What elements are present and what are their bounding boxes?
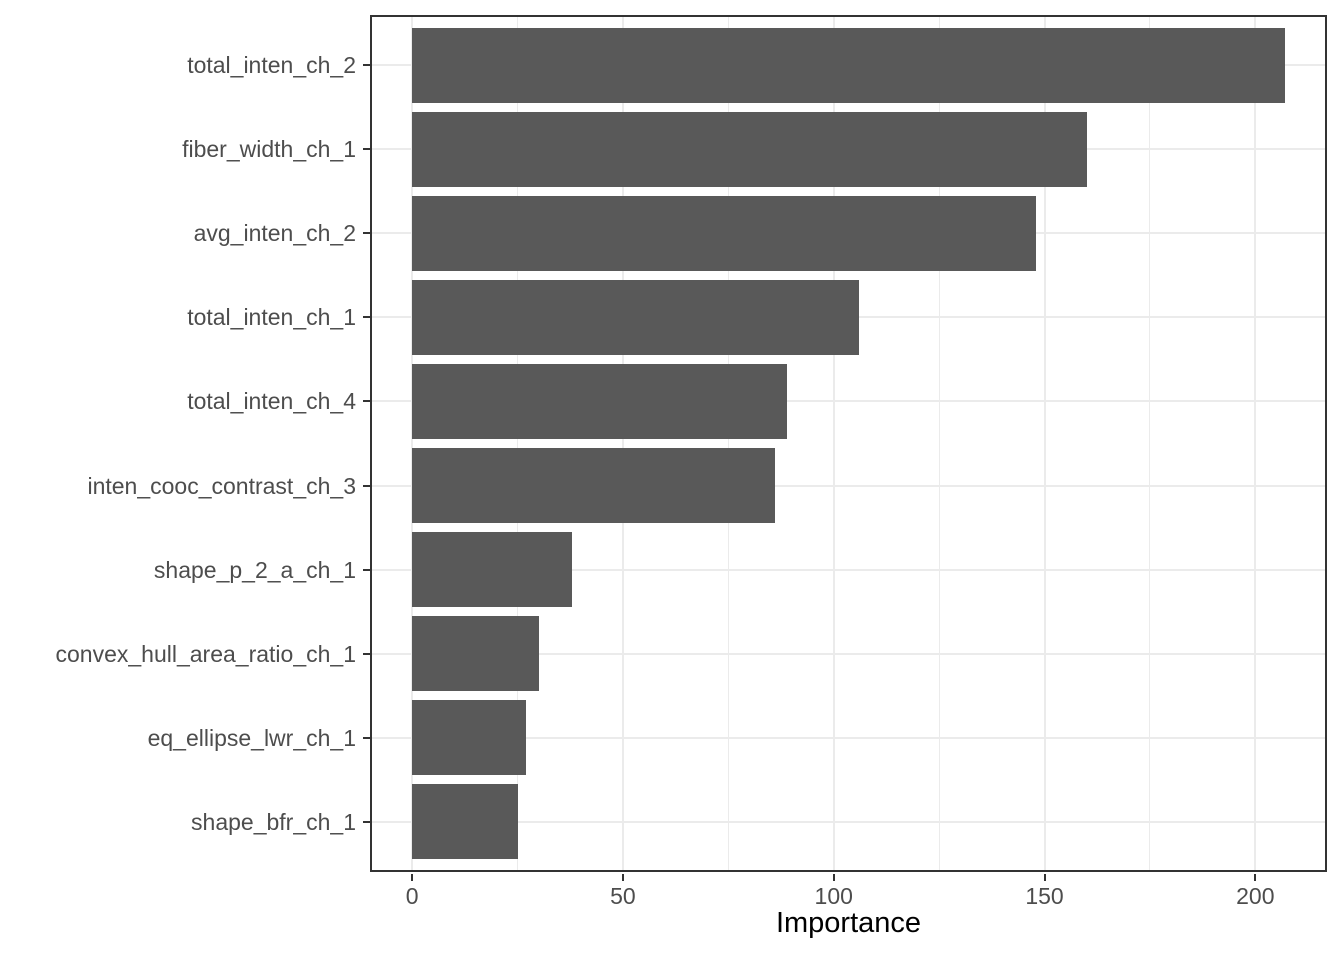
y-axis-label-total_inten_ch_2: total_inten_ch_2 [187, 52, 356, 79]
y-tick-mark [363, 736, 370, 739]
x-axis-tick-label-50: 50 [610, 883, 636, 909]
bar-eq_ellipse_lwr_ch_1 [412, 699, 526, 776]
y-axis-label-fiber_width_ch_1: fiber_width_ch_1 [182, 136, 356, 163]
y-tick-mark [363, 316, 370, 319]
x-tick-mark [1043, 874, 1046, 881]
bar-fiber_width_ch_1 [412, 111, 1087, 188]
bar-shape_bfr_ch_1 [412, 783, 518, 860]
y-axis-label-inten_cooc_contrast_ch_3: inten_cooc_contrast_ch_3 [87, 472, 356, 499]
y-tick-mark [363, 64, 370, 67]
gridline-major-vertical [832, 15, 835, 872]
bar-avg_inten_ch_2 [412, 195, 1037, 272]
gridline-major-horizontal [370, 736, 1327, 739]
bar-total_inten_ch_4 [412, 363, 788, 440]
gridline-major-horizontal [370, 400, 1327, 403]
x-axis-tick-label-0: 0 [405, 883, 419, 909]
x-axis-tick-label-100: 100 [814, 883, 853, 909]
y-axis-label-eq_ellipse_lwr_ch_1: eq_ellipse_lwr_ch_1 [147, 724, 356, 751]
y-tick-mark [363, 400, 370, 403]
y-tick-mark [363, 568, 370, 571]
x-tick-mark [621, 874, 624, 881]
x-axis-title: Importance [775, 907, 922, 939]
gridline-major-horizontal [370, 820, 1327, 823]
gridline-major-vertical [1043, 15, 1046, 872]
bar-shape_p_2_a_ch_1 [412, 531, 573, 608]
x-tick-mark [832, 874, 835, 881]
bar-total_inten_ch_2 [412, 27, 1285, 104]
bar-convex_hull_area_ratio_ch_1 [412, 615, 539, 692]
y-axis-label-convex_hull_area_ratio_ch_1: convex_hull_area_ratio_ch_1 [55, 640, 357, 667]
y-tick-mark [363, 652, 370, 655]
gridline-major-horizontal [370, 652, 1327, 655]
gridline-major-horizontal [370, 568, 1327, 571]
y-tick-mark [363, 820, 370, 823]
x-tick-mark [411, 874, 414, 881]
x-axis-tick-label-200: 200 [1236, 883, 1275, 909]
gridline-minor-vertical [1149, 15, 1151, 872]
gridline-major-vertical [411, 15, 414, 872]
y-axis-label-total_inten_ch_4: total_inten_ch_4 [187, 388, 356, 415]
y-tick-mark [363, 232, 370, 235]
bar-inten_cooc_contrast_ch_3 [412, 447, 775, 524]
gridline-minor-vertical [938, 15, 940, 872]
bar-total_inten_ch_1 [412, 279, 860, 356]
y-tick-mark [363, 148, 370, 151]
y-axis-label-avg_inten_ch_2: avg_inten_ch_2 [193, 220, 356, 247]
gridline-major-vertical [621, 15, 624, 872]
y-axis-label-shape_p_2_a_ch_1: shape_p_2_a_ch_1 [153, 556, 356, 583]
gridline-major-vertical [1254, 15, 1257, 872]
gridline-minor-vertical [727, 15, 729, 872]
gridline-major-horizontal [370, 484, 1327, 487]
y-axis-label-shape_bfr_ch_1: shape_bfr_ch_1 [191, 808, 356, 835]
x-axis-tick-label-150: 150 [1025, 883, 1064, 909]
y-axis-label-total_inten_ch_1: total_inten_ch_1 [187, 304, 356, 331]
y-tick-mark [363, 484, 370, 487]
gridline-minor-vertical [517, 15, 519, 872]
plot-panel [370, 15, 1327, 872]
x-tick-mark [1254, 874, 1257, 881]
